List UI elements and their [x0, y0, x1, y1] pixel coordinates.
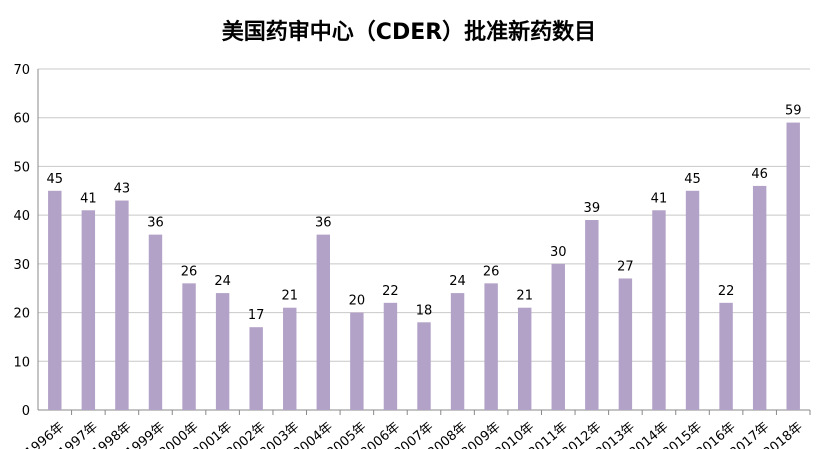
bar — [350, 312, 364, 410]
data-label: 43 — [114, 182, 131, 197]
data-label: 26 — [181, 264, 198, 279]
bar — [752, 185, 767, 410]
data-label: 22 — [718, 284, 735, 299]
bar — [517, 307, 532, 410]
y-tick-label: 10 — [13, 355, 30, 370]
y-tick-label: 50 — [13, 160, 30, 175]
bar — [148, 234, 163, 410]
bar — [417, 322, 431, 410]
bar — [182, 283, 196, 410]
bar — [48, 190, 62, 410]
data-label: 26 — [483, 264, 500, 279]
data-label: 45 — [684, 172, 701, 187]
data-label: 24 — [449, 274, 466, 289]
bar — [81, 210, 96, 410]
bar — [585, 220, 599, 410]
bar — [685, 190, 700, 410]
data-label: 41 — [80, 191, 97, 206]
data-label: 21 — [516, 289, 533, 304]
bar — [383, 302, 398, 410]
data-label: 36 — [147, 216, 164, 231]
data-label: 22 — [382, 284, 399, 299]
y-tick-label: 20 — [13, 307, 30, 322]
data-label: 36 — [315, 216, 332, 231]
bar — [249, 327, 263, 410]
y-tick-label: 70 — [13, 63, 30, 78]
bar — [618, 278, 633, 410]
y-tick-label: 30 — [13, 258, 30, 273]
bar — [215, 293, 230, 410]
data-label: 41 — [651, 191, 668, 206]
x-axis-ticks: 1996年1997年1998年1999年2000年2001年2002年2003年… — [22, 410, 811, 449]
data-label: 46 — [751, 167, 768, 182]
bar — [484, 283, 498, 410]
chart-title: 美国药审中心（CDER）批准新药数目 — [221, 20, 597, 45]
bar — [115, 200, 129, 410]
bar — [652, 210, 666, 410]
data-label: 30 — [550, 245, 567, 260]
bar — [551, 263, 565, 410]
data-label: 27 — [617, 259, 634, 274]
data-label: 24 — [214, 274, 231, 289]
y-tick-label: 60 — [13, 112, 30, 127]
bar — [786, 122, 800, 410]
data-label: 59 — [785, 104, 802, 119]
bar — [316, 234, 331, 410]
data-label: 45 — [47, 172, 64, 187]
bar — [283, 307, 297, 410]
data-label: 39 — [584, 201, 601, 216]
data-labels: 45 41 43 36 26 24 17 21 36 20 22 18 24 26 21 30 39 27 41 45… — [47, 104, 802, 324]
y-tick-label: 40 — [13, 209, 30, 224]
y-tick-label: 0 — [22, 404, 30, 419]
data-label: 20 — [349, 294, 366, 309]
bars — [48, 122, 800, 410]
y-axis-ticks: 0 10 20 30 40 50 60 70 — [13, 63, 30, 419]
bar — [450, 293, 465, 410]
data-label: 18 — [416, 303, 433, 318]
bar — [719, 302, 733, 410]
data-label: 17 — [248, 308, 265, 323]
data-label: 21 — [281, 289, 298, 304]
